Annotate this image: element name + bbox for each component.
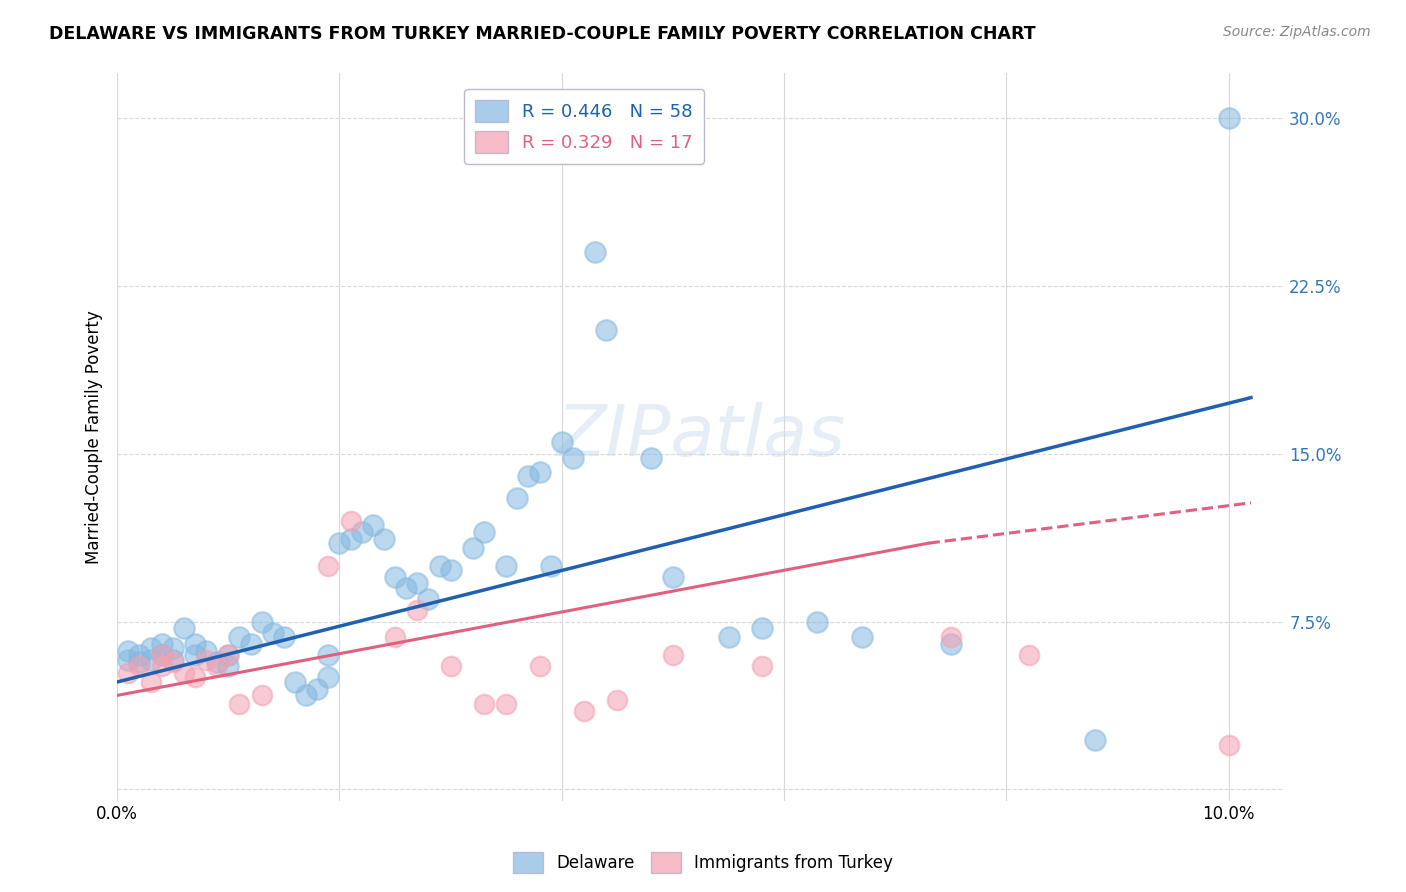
Point bbox=[339, 514, 361, 528]
Point bbox=[318, 558, 340, 573]
Text: DELAWARE VS IMMIGRANTS FROM TURKEY MARRIED-COUPLE FAMILY POVERTY CORRELATION CHA: DELAWARE VS IMMIGRANTS FROM TURKEY MARRI… bbox=[49, 25, 1036, 43]
Point bbox=[162, 655, 184, 669]
Point bbox=[583, 245, 606, 260]
Point bbox=[540, 558, 562, 573]
Point bbox=[1218, 111, 1240, 125]
Point bbox=[595, 323, 617, 337]
Point bbox=[250, 689, 273, 703]
Text: ZIPatlas: ZIPatlas bbox=[557, 402, 845, 471]
Point bbox=[239, 637, 262, 651]
Point bbox=[117, 665, 139, 680]
Point bbox=[751, 659, 773, 673]
Point bbox=[561, 451, 583, 466]
Point bbox=[1084, 733, 1107, 747]
Point bbox=[150, 659, 173, 673]
Point bbox=[551, 435, 574, 450]
Point bbox=[517, 469, 540, 483]
Point bbox=[228, 698, 250, 712]
Point bbox=[384, 570, 406, 584]
Point bbox=[139, 652, 162, 666]
Point bbox=[384, 630, 406, 644]
Point bbox=[162, 652, 184, 666]
Point bbox=[117, 652, 139, 666]
Point bbox=[939, 630, 962, 644]
Point bbox=[184, 637, 207, 651]
Point bbox=[429, 558, 451, 573]
Point bbox=[939, 637, 962, 651]
Point bbox=[361, 518, 384, 533]
Point bbox=[273, 630, 295, 644]
Point bbox=[184, 671, 207, 685]
Point bbox=[139, 641, 162, 656]
Point bbox=[150, 637, 173, 651]
Point bbox=[173, 665, 195, 680]
Point bbox=[295, 689, 318, 703]
Point bbox=[128, 659, 150, 673]
Text: Source: ZipAtlas.com: Source: ZipAtlas.com bbox=[1223, 25, 1371, 39]
Point bbox=[418, 592, 440, 607]
Point bbox=[851, 630, 873, 644]
Point bbox=[806, 615, 828, 629]
Point bbox=[207, 659, 229, 673]
Point bbox=[717, 630, 740, 644]
Point bbox=[284, 675, 307, 690]
Point bbox=[262, 625, 284, 640]
Point bbox=[350, 524, 373, 539]
Point bbox=[195, 652, 218, 666]
Point bbox=[1218, 738, 1240, 752]
Point bbox=[440, 659, 463, 673]
Legend: Delaware, Immigrants from Turkey: Delaware, Immigrants from Turkey bbox=[506, 846, 900, 880]
Point bbox=[150, 648, 173, 662]
Legend: R = 0.446   N = 58, R = 0.329   N = 17: R = 0.446 N = 58, R = 0.329 N = 17 bbox=[464, 89, 703, 164]
Point bbox=[250, 615, 273, 629]
Y-axis label: Married-Couple Family Poverty: Married-Couple Family Poverty bbox=[86, 310, 103, 564]
Point bbox=[406, 576, 429, 591]
Point bbox=[506, 491, 529, 506]
Point bbox=[529, 465, 551, 479]
Point bbox=[217, 648, 239, 662]
Point bbox=[207, 655, 229, 669]
Point bbox=[339, 532, 361, 546]
Point bbox=[751, 621, 773, 635]
Point bbox=[128, 655, 150, 669]
Point bbox=[1018, 648, 1040, 662]
Point bbox=[117, 643, 139, 657]
Point bbox=[328, 536, 350, 550]
Point bbox=[395, 581, 418, 595]
Point bbox=[195, 643, 218, 657]
Point bbox=[529, 659, 551, 673]
Point bbox=[406, 603, 429, 617]
Point bbox=[307, 681, 329, 696]
Point bbox=[572, 704, 595, 718]
Point bbox=[128, 648, 150, 662]
Point bbox=[472, 698, 495, 712]
Point bbox=[461, 541, 484, 555]
Point bbox=[640, 451, 662, 466]
Point bbox=[228, 630, 250, 644]
Point bbox=[217, 659, 239, 673]
Point bbox=[184, 648, 207, 662]
Point bbox=[662, 648, 685, 662]
Point bbox=[162, 641, 184, 656]
Point bbox=[318, 671, 340, 685]
Point bbox=[495, 558, 517, 573]
Point bbox=[440, 563, 463, 577]
Point bbox=[139, 675, 162, 690]
Point bbox=[606, 693, 628, 707]
Point bbox=[662, 570, 685, 584]
Point bbox=[495, 698, 517, 712]
Point bbox=[373, 532, 395, 546]
Point bbox=[150, 648, 173, 662]
Point bbox=[173, 621, 195, 635]
Point bbox=[217, 648, 239, 662]
Point bbox=[472, 524, 495, 539]
Point bbox=[318, 648, 340, 662]
